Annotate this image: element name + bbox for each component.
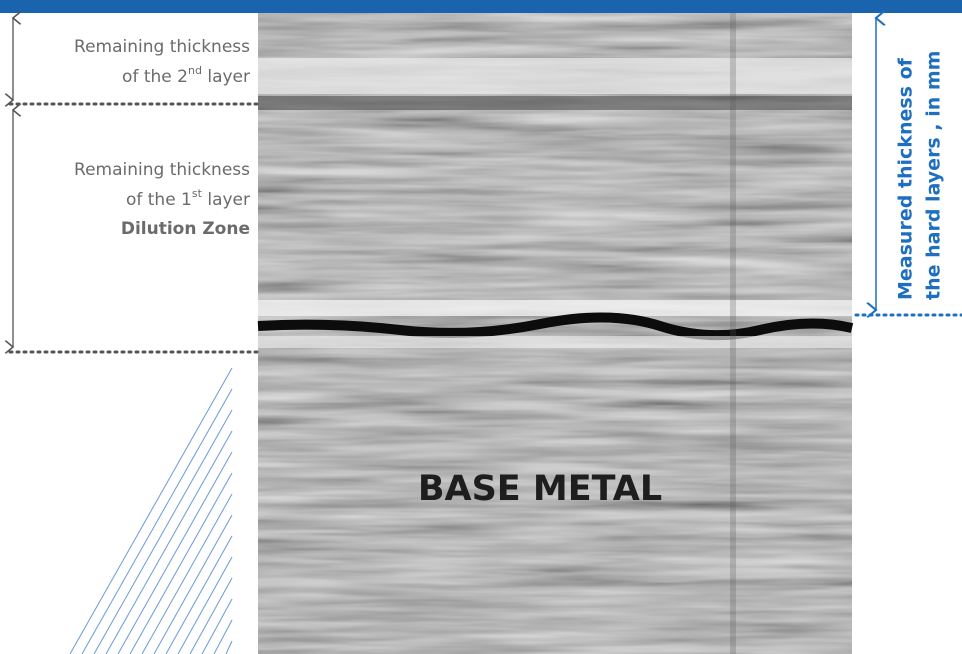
hatch-line — [177, 556, 233, 654]
hatch-line — [153, 514, 233, 654]
right-dimension — [854, 18, 962, 315]
label: Remaining thickness — [74, 37, 250, 57]
label: Dilution Zone — [121, 219, 250, 239]
base-metal-label: BASE METAL — [418, 469, 662, 509]
hatch-line — [165, 535, 233, 654]
hatch-line — [81, 388, 233, 654]
hatch-line — [69, 367, 233, 654]
hatch-line — [189, 577, 233, 654]
left-dimensions — [10, 18, 260, 354]
hatch-line — [129, 472, 233, 654]
right-label: Measured thickness of — [895, 57, 917, 300]
right-label: the hard layers , in mm — [923, 51, 945, 300]
label: Remaining thickness — [74, 160, 250, 180]
hatch-line — [105, 430, 233, 654]
label: of the 1st layer — [126, 187, 250, 210]
hatch-line — [93, 409, 233, 654]
hatch-line — [117, 451, 233, 654]
hatch-line — [213, 619, 233, 654]
labels: Remaining thickness of the 2nd layer Rem… — [74, 37, 944, 509]
hatch-line — [225, 640, 233, 654]
label: of the 2nd layer — [122, 64, 250, 87]
top-bar — [0, 0, 962, 13]
scan-image — [257, 13, 854, 654]
hatch-lines — [69, 367, 233, 654]
hatch-line — [201, 598, 233, 654]
hatch-line — [141, 493, 233, 654]
